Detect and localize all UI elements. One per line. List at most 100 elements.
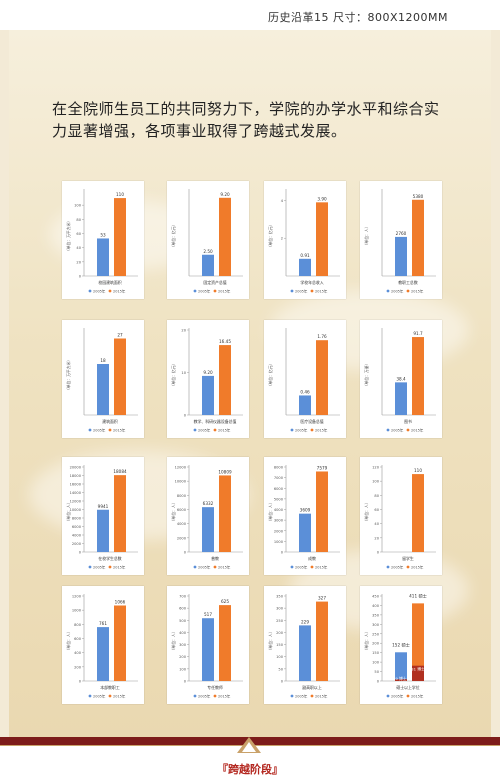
y-tick-label: 10000 (70, 508, 82, 512)
chart-card: （单位：亿元） 0.46 1.76 医疗设备总值 2005年 2015年 (264, 320, 346, 438)
data-label: 38.4 (396, 376, 406, 381)
y-tick-label: 200 (179, 655, 187, 659)
bar (202, 618, 214, 681)
intro-paragraph: 在全院师生员工的共同努力下，学院的办学水平和综合实力显著增强，各项事业取得了跨越… (52, 100, 440, 140)
legend-label: 2005年 (198, 427, 211, 432)
y-tick-label: 6000 (274, 487, 284, 491)
y-tick-label: 4000 (177, 522, 187, 526)
legend-swatch (406, 289, 410, 293)
y-tick-label: 450 (372, 595, 380, 599)
bar-chart: 0 2000 4000 6000 8000 10000 12000 14000 16000 180… (66, 465, 138, 569)
y-tick-label: 18000 (70, 474, 82, 478)
legend-swatch (213, 289, 217, 293)
bar (202, 375, 214, 415)
y-tick-label: 8000 (274, 466, 284, 470)
data-label: 411 硕士 (409, 592, 427, 599)
legend-swatch (386, 428, 390, 432)
legend-label: 2015年 (411, 564, 424, 569)
y-tick-label: 0 (184, 414, 187, 418)
chart-title: 图书 (404, 419, 412, 424)
chart-title: 建筑面积 (102, 419, 118, 424)
legend-swatch (290, 694, 294, 698)
y-tick-label: 12000 (70, 500, 82, 504)
data-label: 517 (204, 612, 212, 617)
chart-card: （单位：万册） 38.4 91.7 图书 2005年 2015年 (360, 320, 442, 438)
y-tick-label: 0 (281, 680, 284, 684)
legend-label: 2015年 (315, 288, 328, 293)
y-axis-label: （单位：亿元） (268, 223, 273, 250)
chart-title: 教职工总数 (398, 280, 418, 285)
chart-title: 固定资产总值 (203, 280, 226, 285)
y-tick-label: 14000 (70, 491, 82, 495)
chart-title: 校园建筑面积 (98, 280, 121, 285)
bar-segment (412, 665, 424, 681)
data-label: 53 (100, 232, 106, 237)
legend-swatch (88, 694, 92, 698)
y-tick-label: 0 (79, 275, 82, 279)
chart-title: 专任教师 (207, 685, 223, 690)
y-tick-label: 60 (374, 508, 379, 512)
chart-card: 0 20 40 60 80 100 （单位：万平方米） 53 110 校园建筑面积 2005年 201… (62, 181, 144, 299)
legend-label: 2005年 (391, 427, 404, 432)
chart-title: 硕士以上学位 (396, 685, 419, 690)
bar (299, 258, 311, 276)
y-axis-label: （单位：人） (268, 501, 273, 524)
y-tick-label: 200 (372, 642, 380, 646)
y-tick-label: 0 (184, 551, 187, 555)
legend-swatch (406, 565, 410, 569)
y-tick-label: 150 (276, 643, 284, 647)
bar (114, 605, 126, 681)
y-tick-label: 6000 (177, 508, 187, 512)
bar-chart: （单位：人） 2760 5380 教职工总数 2005年 2015年 (364, 189, 436, 293)
y-tick-label: 250 (276, 619, 284, 623)
y-tick-label: 0 (281, 551, 284, 555)
y-tick-label: 1000 (274, 540, 284, 544)
y-tick-label: 100 (372, 661, 380, 665)
y-tick-label: 2 (281, 237, 283, 241)
legend-label: 2015年 (218, 564, 231, 569)
legend-label: 2005年 (93, 693, 106, 698)
data-label: 0.46 (300, 389, 310, 394)
legend-label: 2015年 (411, 693, 424, 698)
y-tick-label: 4000 (72, 534, 82, 538)
y-tick-label: 100 (179, 667, 187, 671)
data-label: 9.20 (203, 370, 213, 375)
legend-swatch (290, 289, 294, 293)
y-tick-label: 5000 (274, 497, 284, 501)
triangle-logo-icon (237, 737, 261, 753)
bar (114, 198, 126, 276)
legend-label: 2005年 (391, 564, 404, 569)
legend-swatch (108, 565, 112, 569)
y-axis-label: （单位：人） (171, 630, 176, 653)
bar-chart: 0 10 20 （单位：亿元） 9.20 16.45 教学、科研仪器设备总值 2005年 201… (171, 328, 243, 432)
bar-segment (395, 679, 407, 681)
y-tick-label: 4 (281, 199, 284, 203)
y-tick-label: 1000 (72, 609, 82, 613)
chart-card: 0 200 400 600 800 1000 1200 （单位：人） 761 1066 本部教职工 2… (62, 586, 144, 704)
legend-swatch (88, 289, 92, 293)
legend-swatch (108, 289, 112, 293)
y-tick-label: 300 (372, 623, 380, 627)
chart-card: 0 20 40 60 80 100 120 （单位：人） 110 留学生 2005年 2015年 (360, 457, 442, 575)
y-tick-label: 4000 (274, 508, 284, 512)
header-bar: 历史沿革15 尺寸：800X1200MM (0, 0, 500, 30)
data-label: 16.45 (219, 339, 231, 344)
bar-chart: 0 20 40 60 80 100 （单位：万平方米） 53 110 校园建筑面积 2005年 201… (66, 189, 138, 293)
data-label: 5380 (413, 194, 424, 199)
bar-chart: 0 20 40 60 80 100 120 （单位：人） 110 留学生 2005年 2015年 (364, 465, 436, 569)
chart-title: 在校学生总数 (98, 556, 121, 561)
legend-swatch (386, 289, 390, 293)
bar-chart: 0 2000 4000 6000 8000 10000 12000 （单位：人） 6332 108… (171, 465, 243, 569)
bar (97, 364, 109, 415)
chart-title: 副高职以上 (302, 685, 322, 690)
y-tick-label: 500 (179, 619, 187, 623)
legend-label: 2015年 (113, 427, 126, 432)
chart-card: 0 2000 4000 6000 8000 10000 12000 14000 16000 180… (62, 457, 144, 575)
y-tick-label: 200 (74, 665, 82, 669)
data-label: 18084 (113, 469, 127, 474)
legend-label: 2005年 (93, 564, 106, 569)
y-axis-label: （单位：万平方米） (66, 219, 71, 253)
y-tick-label: 12000 (175, 466, 187, 470)
legend-label: 2015年 (315, 427, 328, 432)
